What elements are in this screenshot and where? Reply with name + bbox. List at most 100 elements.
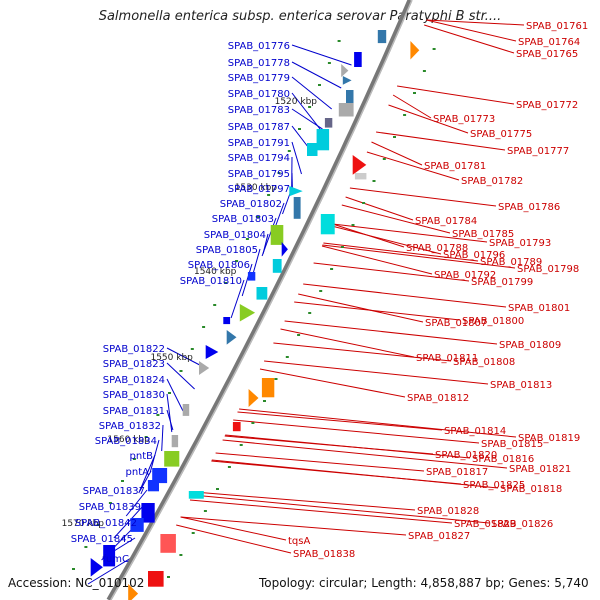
gene-label-right[interactable]: SPAB_01826	[491, 519, 553, 530]
gene-feature[interactable]	[316, 129, 330, 151]
gene-feature[interactable]	[346, 90, 354, 109]
gene-feature[interactable]	[272, 259, 282, 273]
gene-feature[interactable]	[320, 214, 335, 235]
gene-label-right[interactable]: SPAB_01775	[470, 129, 532, 140]
gene-label-right[interactable]: SPAB_01812	[407, 393, 469, 404]
gene-label-left[interactable]: pntA	[126, 467, 150, 478]
gene-arrow[interactable]	[341, 64, 349, 78]
gene-arrow[interactable]	[248, 389, 259, 407]
gene-label-right[interactable]: SPAB_01792	[434, 270, 496, 281]
gene-label-right[interactable]: SPAB_01773	[433, 114, 495, 125]
gene-arrow[interactable]	[410, 41, 420, 60]
gene-label-right[interactable]: SPAB_01825	[463, 480, 525, 491]
gene-label-right[interactable]: SPAB_01799	[471, 277, 533, 288]
gene-label-right[interactable]: SPAB_01828	[417, 506, 479, 517]
gene-label-right[interactable]: SPAB_01816	[472, 454, 534, 465]
gene-label-right[interactable]: SPAB_01772	[516, 100, 578, 111]
gene-label-right[interactable]: SPAB_01786	[498, 202, 560, 213]
gene-label-left[interactable]: SPAB_01822	[103, 344, 165, 355]
gene-label-right[interactable]: SPAB_01815	[481, 439, 543, 450]
gene-label-right[interactable]: SPAB_01809	[499, 340, 561, 351]
gene-label-left[interactable]: SPAB_01810	[180, 276, 242, 287]
gene-label-left[interactable]: SPAB_01823	[103, 359, 165, 370]
gene-feature[interactable]	[270, 225, 284, 245]
gene-label-left[interactable]: SPAB_01806	[188, 260, 250, 271]
gene-feature[interactable]	[160, 534, 176, 553]
gene-label-right[interactable]: SPAB_01782	[461, 176, 523, 187]
gene-label-left[interactable]: SPAB_01804	[204, 230, 266, 241]
gene-arrow[interactable]	[352, 155, 367, 175]
gene-feature[interactable]	[256, 287, 268, 300]
gene-features[interactable]	[90, 30, 420, 600]
gene-feature[interactable]	[188, 491, 204, 499]
gene-feature[interactable]	[152, 468, 168, 484]
gene-feature[interactable]	[338, 103, 354, 117]
gene-label-left[interactable]: SPAB_01783	[228, 105, 290, 116]
gene-label-right[interactable]: SPAB_01801	[508, 303, 570, 314]
gene-label-right[interactable]: SPAB_01788	[406, 243, 468, 254]
gene-feature[interactable]	[293, 197, 301, 219]
gene-label-right[interactable]: SPAB_01777	[507, 146, 569, 157]
gene-label-right[interactable]: SPAB_01811	[416, 353, 478, 364]
gene-feature[interactable]	[377, 30, 387, 44]
gene-label-right[interactable]: SPAB_01798	[517, 264, 579, 275]
gene-label-left[interactable]: SPAB_01778	[228, 58, 290, 69]
gene-label-right[interactable]: SPAB_01800	[462, 316, 524, 327]
gene-labels[interactable]: SPAB_01776 SPAB_01778 SPAB_01779 SPAB_01780…	[71, 21, 589, 565]
gene-feature[interactable]	[148, 571, 164, 587]
gene-arrow[interactable]	[199, 361, 210, 375]
gene-arrow[interactable]	[128, 584, 139, 600]
gene-label-left[interactable]: SPAB_01791	[228, 138, 290, 149]
gene-label-right[interactable]: SPAB_01818	[500, 484, 562, 495]
gene-arrow[interactable]	[281, 242, 288, 257]
gene-feature[interactable]	[171, 435, 179, 448]
gene-label-right[interactable]: SPAB_01784	[415, 216, 477, 227]
gene-label-left[interactable]: SPAB_01779	[228, 73, 290, 84]
gene-label-left[interactable]: SPAB_01805	[196, 245, 258, 256]
gene-label-left[interactable]: SPAB_01832	[99, 421, 161, 432]
gene-feature[interactable]	[103, 545, 116, 567]
gene-arrow[interactable]	[226, 330, 237, 345]
gene-label-left[interactable]: SPAB_01787	[228, 122, 290, 133]
gene-feature[interactable]	[247, 272, 256, 281]
gene-label-right[interactable]: SPAB_01813	[490, 380, 552, 391]
gene-feature[interactable]	[307, 143, 318, 156]
gene-label-right[interactable]: SPAB_01785	[452, 229, 514, 240]
gene-label-left[interactable]: SPAB_01845	[71, 534, 133, 545]
gene-label-left[interactable]: SPAB_01839	[79, 502, 141, 513]
gene-label-right[interactable]: SPAB_01827	[408, 531, 470, 542]
gene-label-right[interactable]: SPAB_01814	[444, 426, 506, 437]
gene-label-right[interactable]: SPAB_01765	[516, 49, 578, 60]
gene-label-right[interactable]: SPAB_01821	[509, 464, 571, 475]
gene-label-right[interactable]: SPAB_01819	[518, 433, 580, 444]
gene-label-left[interactable]: SPAB_01837	[83, 486, 145, 497]
gene-label-left[interactable]: SPAB_01824	[103, 375, 165, 386]
gene-label-right[interactable]: SPAB_01829	[454, 519, 516, 530]
gene-label-right[interactable]: SPAB_01817	[426, 467, 488, 478]
gene-label-left[interactable]: fumC	[102, 554, 129, 565]
gene-label-left[interactable]: SPAB_01794	[228, 153, 290, 164]
gene-feature[interactable]	[141, 503, 155, 523]
gene-label-left[interactable]: SPAB_01797	[228, 184, 290, 195]
gene-label-left[interactable]: SPAB_01795	[228, 169, 290, 180]
gene-label-left[interactable]: SPAB_01842	[75, 518, 137, 529]
gene-feature[interactable]	[354, 173, 367, 180]
gene-label-right[interactable]: SPAB_01781	[424, 161, 486, 172]
gene-label-left[interactable]: SPAB_01834	[95, 436, 157, 447]
gene-label-left[interactable]: SPAB_01776	[228, 41, 290, 52]
gene-feature[interactable]	[261, 378, 275, 398]
gene-label-left[interactable]: SPAB_01831	[103, 406, 165, 417]
gene-arrow[interactable]	[90, 558, 103, 577]
gene-arrow[interactable]	[205, 345, 219, 359]
gene-feature[interactable]	[223, 317, 231, 325]
gene-feature[interactable]	[147, 480, 159, 492]
gene-label-right[interactable]: SPAB_01820	[435, 450, 497, 461]
gene-label-right[interactable]: SPAB_01807	[425, 318, 487, 329]
gene-feature[interactable]	[164, 451, 180, 467]
gene-label-right[interactable]: SPAB_01789	[480, 257, 542, 268]
gene-label-right[interactable]: SPAB_01764	[518, 37, 580, 48]
gene-feature[interactable]	[354, 52, 362, 67]
gene-label-right[interactable]: SPAB_01838	[293, 549, 355, 560]
gene-arrow[interactable]	[342, 76, 352, 85]
